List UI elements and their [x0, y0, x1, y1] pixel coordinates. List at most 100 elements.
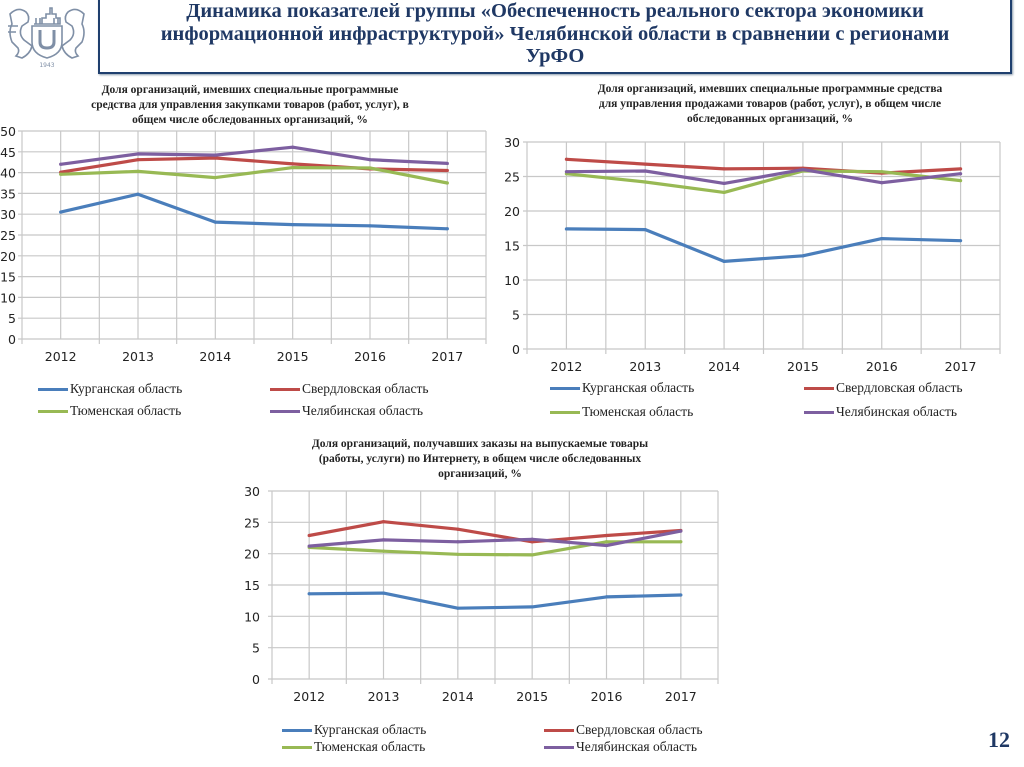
legend-swatch-icon — [550, 386, 580, 390]
legend-label: Курганская область — [70, 381, 183, 396]
chart-1-title-line: средства для управления закупками товаро… — [91, 99, 409, 111]
y-tick-label: 30 — [244, 484, 260, 499]
y-tick-label: 20 — [0, 249, 16, 264]
legend-swatch-icon — [804, 386, 834, 390]
data-point-tyumen — [368, 166, 372, 170]
page-title-line-3: УрФО — [525, 45, 585, 67]
legend-item-tyumen: Тюменская область — [282, 739, 425, 755]
chart-2-title-line: обследованных организаций, % — [687, 113, 853, 125]
series-line-kurgan — [566, 227, 961, 263]
shield-icon — [31, 25, 63, 59]
page-title-line-2: информационной инфраструктурой» Челябинс… — [160, 22, 950, 45]
y-tick-label: 10 — [504, 273, 520, 288]
legend-swatch-icon — [38, 409, 68, 413]
legend-label: Свердловская область — [302, 381, 429, 396]
page-number: 12 — [988, 727, 1010, 752]
legend-item-kurgan: Курганская область — [38, 381, 182, 397]
y-tick-label: 20 — [244, 547, 260, 562]
data-point-tyumen — [213, 175, 217, 180]
chart-1-title-line: общем числе обследованных организаций, % — [132, 114, 368, 126]
legend-label: Тюменская область — [70, 403, 182, 418]
x-tick-label: 2017 — [431, 349, 463, 364]
series-line-chelyabinsk — [566, 167, 961, 186]
y-tick-label: 25 — [244, 515, 260, 530]
data-point-tyumen — [722, 190, 726, 194]
y-tick-label: 5 — [8, 311, 16, 326]
chart-2-plot: 0 5 10 15 20 25 30 2012 2013 2014 2015 2016 2017 — [504, 135, 1001, 374]
y-tick-label: 15 — [244, 578, 260, 593]
chart-2-title-line: Доля организаций, имевших специальные пр… — [597, 83, 943, 95]
data-point-kurgan — [604, 595, 609, 599]
legend-item-chelyabinsk: Челябинская область — [270, 403, 423, 419]
series-line-tyumen — [566, 169, 961, 195]
logo-year: 1943 — [39, 62, 54, 69]
data-point-kurgan — [445, 227, 449, 231]
data-point-kurgan — [381, 591, 386, 595]
y-tick-label: 0 — [252, 672, 260, 687]
legend-label: Курганская область — [314, 722, 427, 737]
data-point-kurgan — [291, 223, 295, 227]
header-frame — [98, 0, 1012, 74]
data-point-tyumen — [958, 179, 963, 183]
data-point-sverdlovsk — [381, 520, 386, 524]
data-point-kurgan — [722, 259, 726, 263]
x-tick-label: 2016 — [591, 689, 623, 704]
page-title: Динамика показателей группы «Обеспеченно… — [100, 0, 1010, 68]
data-point-chelyabinsk — [643, 169, 647, 173]
legend-label: Тюменская область — [582, 404, 694, 419]
legend-label: Тюменская область — [314, 739, 426, 754]
series-line-kurgan — [309, 591, 681, 610]
data-point-kurgan — [136, 192, 140, 196]
data-point-chelyabinsk — [801, 168, 805, 172]
x-tick-label: 2014 — [442, 689, 474, 704]
y-tick-label: 25 — [0, 228, 16, 243]
legend-swatch-icon — [38, 387, 68, 391]
legend-item-chelyabinsk: Челябинская область — [804, 404, 957, 420]
building-icon — [34, 7, 61, 25]
data-point-chelyabinsk — [604, 543, 609, 548]
data-point-tyumen — [445, 181, 449, 185]
legend-item-sverdlovsk: Свердловская область — [544, 722, 703, 738]
chart-2-title-line: для управления продажами товаров (работ,… — [598, 98, 942, 110]
data-point-chelyabinsk — [213, 153, 217, 157]
chart-3-title-line: Доля организаций, получавших заказы на в… — [311, 438, 649, 450]
legend-swatch-icon — [544, 745, 574, 749]
data-point-tyumen — [530, 553, 534, 557]
data-point-kurgan — [368, 224, 372, 228]
data-point-chelyabinsk — [530, 537, 534, 541]
data-point-chelyabinsk — [958, 172, 963, 176]
y-tick-label: 50 — [0, 124, 16, 139]
y-tick-label: 5 — [252, 641, 260, 656]
x-tick-label: 2013 — [368, 689, 400, 704]
right-lion-icon — [61, 8, 85, 59]
legend-swatch-icon — [270, 387, 300, 391]
y-tick-label: 30 — [0, 207, 16, 222]
data-point-tyumen — [880, 170, 884, 174]
data-point-tyumen — [679, 540, 683, 544]
y-tick-label: 30 — [504, 135, 520, 150]
chart-2-title: Доля организаций, имевших специальные пр… — [540, 82, 1000, 127]
chart-3-title-line: организаций, % — [438, 468, 522, 480]
legend-label: Челябинская область — [302, 403, 424, 418]
x-tick-label: 2015 — [277, 349, 309, 364]
data-point-chelyabinsk — [880, 181, 884, 185]
data-point-kurgan — [530, 605, 534, 609]
y-tick-label: 15 — [0, 270, 16, 285]
left-lion-icon — [9, 8, 33, 59]
legend-swatch-icon — [550, 410, 580, 414]
legend-swatch-icon — [282, 728, 312, 732]
x-tick-label: 2012 — [45, 349, 77, 364]
x-tick-label: 2015 — [516, 689, 548, 704]
data-point-chelyabinsk — [445, 161, 449, 166]
data-point-chelyabinsk — [59, 162, 63, 166]
x-tick-label: 2014 — [708, 359, 740, 374]
data-point-chelyabinsk — [456, 540, 460, 544]
university-logo: 1943 — [8, 7, 85, 69]
data-point-kurgan — [679, 593, 683, 597]
legend-label: Курганская область — [582, 380, 695, 395]
legend-item-tyumen: Тюменская область — [550, 404, 693, 420]
data-point-chelyabinsk — [564, 170, 569, 174]
x-tick-label: 2012 — [551, 359, 583, 374]
x-tick-label: 2017 — [945, 359, 977, 374]
data-point-sverdlovsk — [604, 533, 609, 538]
